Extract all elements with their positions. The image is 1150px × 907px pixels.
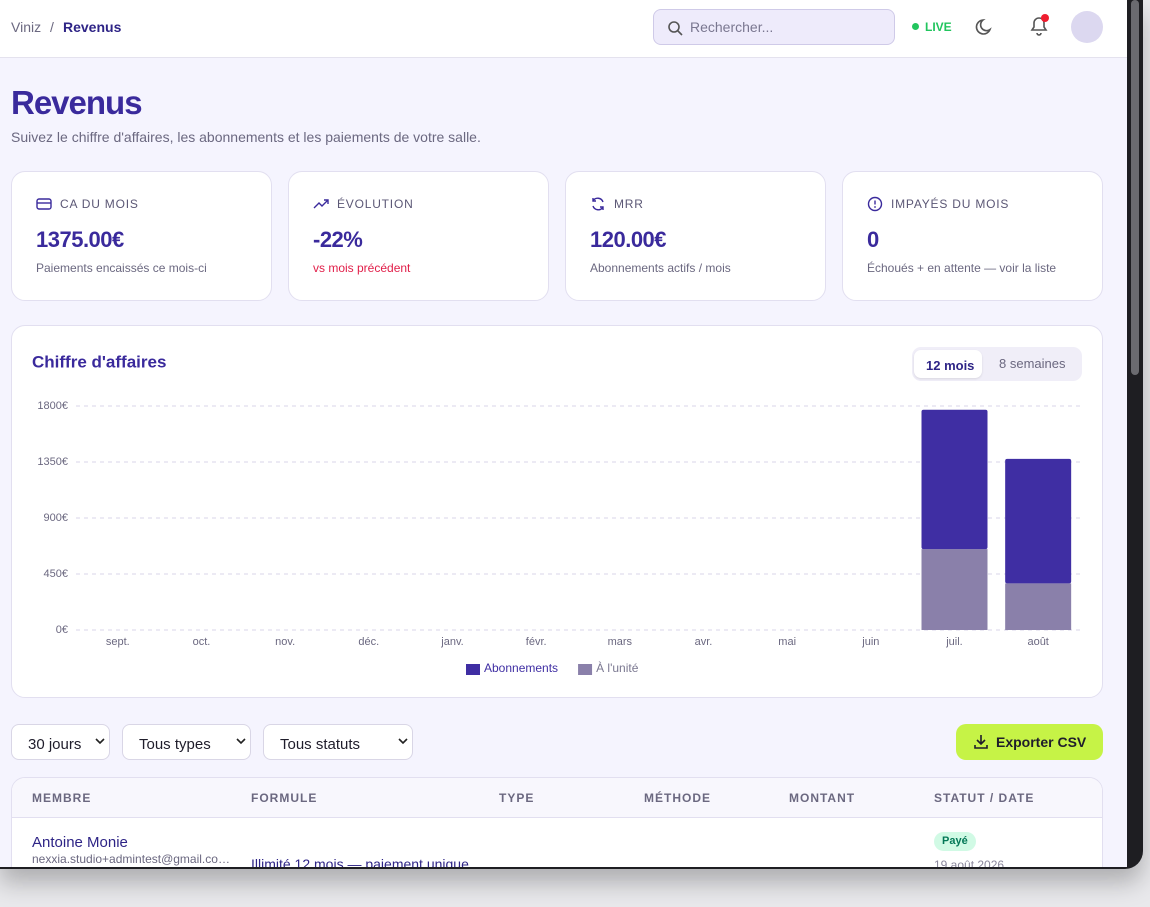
member-email: nexxia.studio+admintest@gmail.co…: [32, 852, 230, 866]
theme-toggle[interactable]: [975, 17, 995, 37]
filter-label: 30 jours: [28, 736, 82, 753]
kpi-label: MRR: [614, 197, 644, 211]
member-name[interactable]: Antoine Monie: [32, 834, 128, 851]
scrollbar[interactable]: [1131, 0, 1139, 375]
column-header[interactable]: MEMBRE: [32, 791, 92, 805]
x-tick-label: mars: [608, 636, 633, 648]
chevron: [95, 738, 105, 745]
kpi-label: CA DU MOIS: [60, 197, 139, 211]
kpi-note: Échoués + en attente — voir la liste: [867, 261, 1057, 275]
kpi-note: Abonnements actifs / mois: [590, 261, 731, 275]
kpi-note: Paiements encaissés ce mois-ci: [36, 261, 207, 275]
column-header[interactable]: FORMULE: [251, 791, 318, 805]
bar-segment: [921, 549, 988, 630]
chart-card: [11, 325, 1103, 698]
search-box[interactable]: Rechercher...: [653, 9, 895, 45]
kpi-card: ÉVOLUTION -22% vs mois précédent: [288, 171, 549, 301]
export-label: Exporter CSV: [996, 734, 1087, 750]
kpi-value: 0: [867, 227, 879, 252]
kpi-value: 120.00€: [590, 227, 667, 252]
legend-label: À l'unité: [596, 660, 639, 675]
chevron: [236, 738, 246, 745]
range-toggle: 12 mois 8 semaines: [912, 347, 1082, 381]
notifications[interactable]: [1027, 13, 1051, 37]
kpi-value: 1375.00€: [36, 227, 124, 252]
column-header[interactable]: MÉTHODE: [644, 791, 711, 805]
y-tick-label: 1350€: [37, 456, 68, 468]
payment-date: 19 août 2026: [934, 858, 1005, 867]
app: Viniz / Revenus Rechercher... LIVE Reven…: [0, 0, 1127, 867]
y-tick-label: 0€: [56, 624, 68, 636]
x-tick-label: oct.: [193, 636, 211, 648]
download-icon: [974, 735, 988, 749]
kpi-icon: [592, 197, 604, 211]
kpi-icon: [867, 196, 883, 212]
kpi-card: IMPAYÉS DU MOIS 0 Échoués + en attente —…: [842, 171, 1103, 301]
bar-segment: [1005, 458, 1072, 584]
payments-table: [11, 777, 1103, 867]
x-tick-label: juin: [861, 636, 879, 648]
kpi-value: -22%: [313, 227, 363, 252]
kpi-note: vs mois précédent: [313, 261, 411, 275]
x-tick-label: janv.: [440, 636, 463, 648]
range-option[interactable]: 8 semaines: [999, 356, 1066, 371]
column-header[interactable]: STATUT / DATE: [934, 791, 1035, 805]
x-tick-label: avr.: [695, 636, 713, 648]
period-filter[interactable]: 30 jours: [11, 724, 110, 760]
column-header[interactable]: MONTANT: [789, 791, 856, 805]
legend-swatch: [578, 664, 593, 675]
top-bar: Viniz / Revenus Rechercher... LIVE: [0, 0, 1127, 58]
range-label: 12 mois: [926, 358, 975, 373]
y-tick-label: 1800€: [37, 400, 68, 412]
page-title: Revenus: [11, 84, 143, 121]
legend-swatch: [466, 664, 480, 675]
table-header: [12, 778, 1102, 818]
y-tick-label: 450€: [44, 568, 68, 580]
breadcrumb-root[interactable]: Viniz: [11, 19, 42, 35]
type-filter[interactable]: Tous types: [122, 724, 251, 760]
live-label: LIVE: [925, 20, 952, 34]
kpi-card: MRR 120.00€ Abonnements actifs / mois: [565, 171, 826, 301]
page-subtitle: Suivez le chiffre d'affaires, les abonne…: [11, 129, 481, 145]
avatar[interactable]: [1071, 11, 1103, 43]
chevron: [398, 738, 408, 745]
kpi-icon: [313, 199, 329, 209]
x-tick-label: mai: [778, 636, 796, 648]
x-tick-label: juil.: [945, 636, 963, 648]
live-dot: [912, 23, 919, 30]
chart-title: Chiffre d'affaires: [32, 352, 166, 371]
status-badge: Payé: [934, 832, 976, 851]
kpi-icon: [36, 198, 52, 210]
column-header[interactable]: TYPE: [499, 791, 535, 805]
plan: Illimité 12 mois — paiement unique: [251, 856, 469, 867]
kpi-label: IMPAYÉS DU MOIS: [891, 197, 1010, 211]
revenue-chart: Chiffre d'affaires 0€ 450€ 900€ 1350€ 1800€ s…: [32, 352, 1080, 675]
breadcrumb-current: Revenus: [63, 19, 122, 35]
x-tick-label: août: [1027, 636, 1048, 648]
range-option-active[interactable]: 12 mois: [914, 350, 982, 378]
y-tick-label: 900€: [44, 512, 68, 524]
kpi-card: CA DU MOIS 1375.00€ Paiements encaissés …: [11, 171, 272, 301]
filter-label: Tous statuts: [280, 736, 361, 753]
x-tick-label: sept.: [106, 636, 130, 648]
x-tick-label: nov.: [275, 636, 295, 648]
x-tick-label: déc.: [358, 636, 379, 648]
breadcrumb-separator: /: [50, 19, 54, 35]
bar-segment: [921, 409, 988, 550]
filter-label: Tous types: [139, 736, 211, 753]
kpi-label: ÉVOLUTION: [337, 197, 414, 211]
search-placeholder: Rechercher...: [690, 19, 774, 35]
legend-label: Abonnements: [484, 661, 558, 675]
x-tick-label: févr.: [526, 636, 547, 648]
status-filter[interactable]: Tous statuts: [263, 724, 413, 760]
search-icon: [668, 21, 683, 36]
bar-segment: [1005, 583, 1072, 630]
export-button[interactable]: Exporter CSV: [956, 724, 1103, 760]
